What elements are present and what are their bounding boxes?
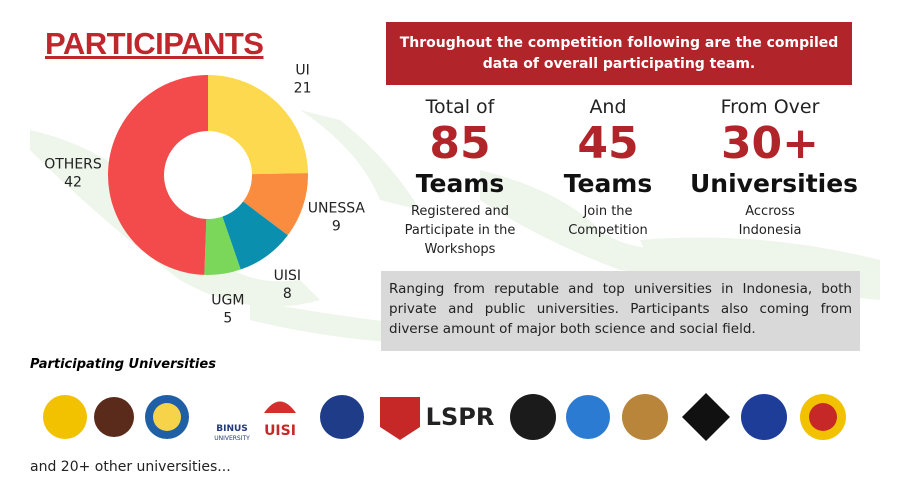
stat-lead: And bbox=[589, 96, 627, 118]
slice-value: 8 bbox=[283, 286, 292, 302]
logo bbox=[741, 394, 787, 440]
slice-value: 42 bbox=[64, 175, 82, 191]
stat-number: 30+ bbox=[720, 118, 820, 169]
stat: And 45 Teams Join the Competition bbox=[528, 96, 688, 240]
donut-chart: UI 21 UNESSA 9 UISI 8 UGM 5 OTHERS 42 bbox=[44, 63, 366, 327]
logo bbox=[622, 394, 668, 440]
stat: From Over 30+ Universities Accross Indonesia bbox=[690, 96, 859, 240]
stat-desc: Registered and Participate in the Workshop… bbox=[380, 202, 540, 259]
slice-value: 9 bbox=[332, 219, 341, 235]
stat-lead: Total of bbox=[425, 96, 495, 118]
logo bbox=[264, 401, 296, 413]
logo bbox=[809, 403, 837, 431]
logo-text: LSPR bbox=[426, 403, 495, 431]
logo bbox=[43, 395, 87, 439]
donut-slice bbox=[204, 216, 241, 275]
chart-title: PARTICIPANTS bbox=[45, 26, 264, 61]
donut-slice bbox=[222, 201, 288, 270]
logo bbox=[682, 393, 730, 441]
stat-unit: Teams bbox=[415, 169, 505, 198]
logo bbox=[320, 395, 364, 439]
logo-row: BINUS UNIVERSITY UISI LSPR bbox=[43, 393, 846, 442]
stat-unit: Teams bbox=[563, 169, 653, 198]
logo-text: UNIVERSITY bbox=[214, 435, 250, 442]
logo bbox=[153, 403, 181, 431]
donut-slice bbox=[108, 75, 208, 275]
logos-title: Participating Universities bbox=[30, 357, 216, 372]
stat-desc-line: Participate in the bbox=[404, 223, 516, 238]
banner-line: data of overall participating team. bbox=[482, 55, 756, 72]
logo-text: BINUS bbox=[216, 424, 248, 434]
stat-number: 45 bbox=[577, 118, 639, 169]
stat-desc-line: Registered and bbox=[410, 204, 510, 219]
stat-desc: Accross Indonesia bbox=[690, 202, 850, 240]
banner-line: Throughout the competition following are… bbox=[399, 34, 839, 51]
slice-value: 5 bbox=[223, 311, 232, 327]
logo bbox=[94, 397, 134, 437]
donut-slice bbox=[208, 75, 308, 175]
stat-unit: Universities bbox=[690, 169, 859, 198]
stat-desc-line: Workshops bbox=[424, 242, 496, 257]
slice-value: 21 bbox=[294, 81, 312, 97]
slice-label: UNESSA bbox=[308, 201, 366, 217]
stat-desc-line: Competition bbox=[568, 223, 648, 238]
stat-number: 85 bbox=[429, 118, 491, 169]
stat-desc: Join the Competition bbox=[528, 202, 688, 240]
logo bbox=[566, 395, 610, 439]
slice-label: OTHERS bbox=[44, 157, 102, 173]
stat-desc-line: Accross bbox=[745, 204, 795, 219]
stat-desc-line: Indonesia bbox=[738, 223, 802, 238]
logo-text: UISI bbox=[264, 423, 296, 439]
logo bbox=[380, 397, 420, 440]
stat-desc-line: Join the bbox=[583, 204, 633, 219]
slice-label: UGM bbox=[211, 293, 244, 309]
note: Ranging from reputable and top universit… bbox=[381, 271, 860, 351]
footer: and 20+ other universities... bbox=[30, 459, 231, 475]
logo bbox=[510, 394, 556, 440]
stat: Total of 85 Teams Registered and Participate… bbox=[380, 96, 540, 259]
banner: Throughout the competition following are… bbox=[386, 22, 852, 85]
slice-label: UI bbox=[295, 63, 309, 79]
donut-slice bbox=[243, 173, 308, 236]
stat-lead: From Over bbox=[720, 96, 820, 118]
slice-label: UISI bbox=[274, 268, 301, 284]
